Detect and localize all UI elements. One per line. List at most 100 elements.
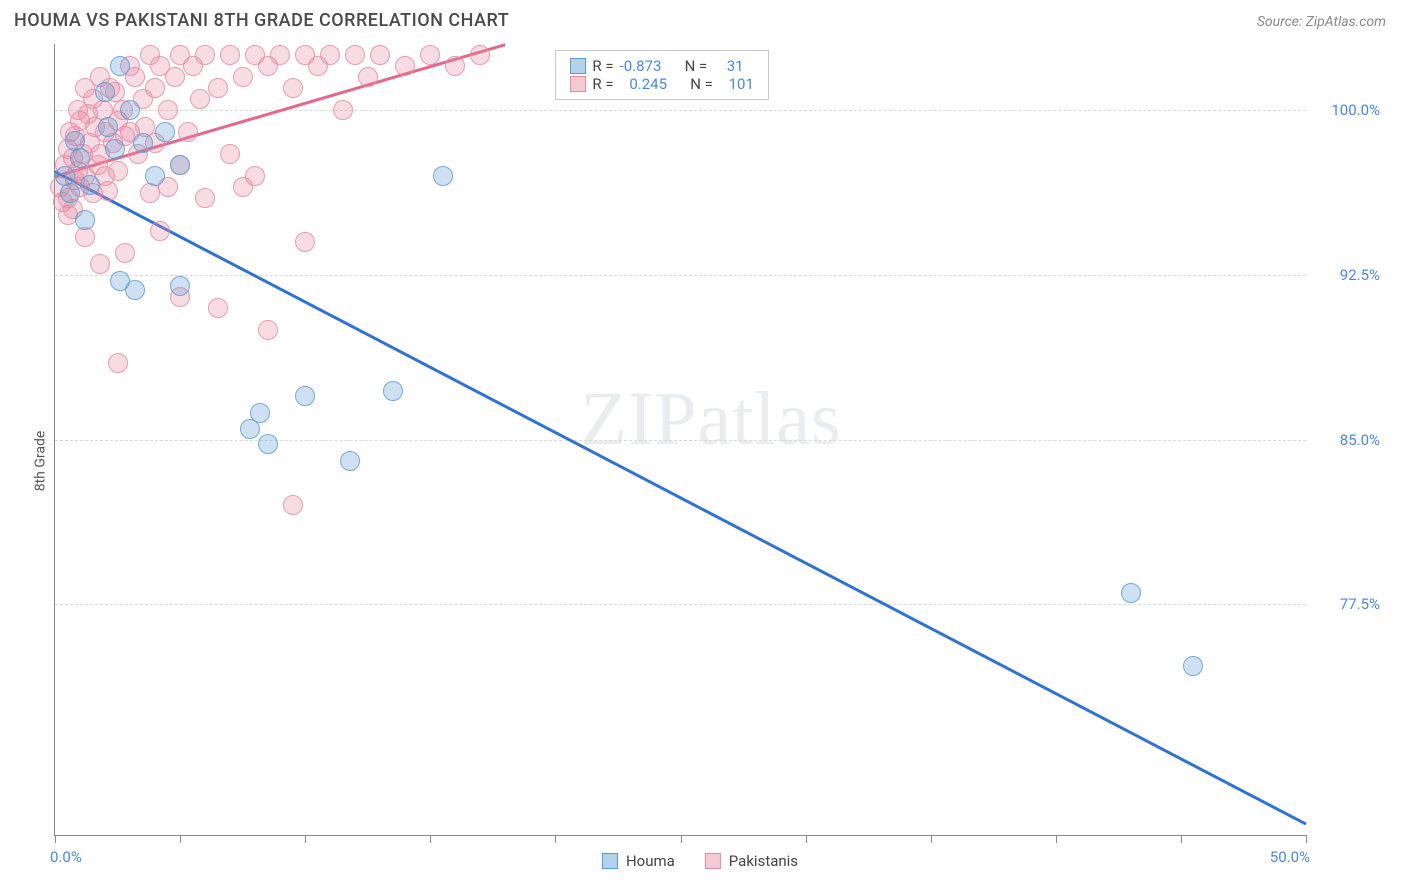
x-tick bbox=[1306, 835, 1307, 843]
data-point bbox=[75, 227, 95, 247]
stats-legend: R = -0.873 N = 31 R = 0.245 N = 101 bbox=[555, 50, 768, 100]
data-point bbox=[108, 161, 128, 181]
data-point bbox=[233, 67, 253, 87]
data-point bbox=[145, 78, 165, 98]
data-point bbox=[358, 67, 378, 87]
data-point bbox=[165, 67, 185, 87]
data-point bbox=[110, 56, 130, 76]
chart-container: 8th Grade ZIPatlas R = -0.873 N = 31 R =… bbox=[14, 44, 1386, 878]
data-point bbox=[220, 45, 240, 65]
n-label: N = bbox=[690, 75, 713, 93]
data-point bbox=[283, 495, 303, 515]
x-tick bbox=[305, 835, 306, 843]
x-tick bbox=[1181, 835, 1182, 843]
y-tick-label: 92.5% bbox=[1312, 266, 1380, 284]
x-tick bbox=[931, 835, 932, 843]
houma-n-value: 31 bbox=[727, 57, 744, 75]
data-point bbox=[383, 381, 403, 401]
x-tick-max: 50.0% bbox=[1270, 848, 1310, 866]
data-point bbox=[150, 221, 170, 241]
stats-row-pakistanis: R = 0.245 N = 101 bbox=[570, 75, 753, 93]
swatch-houma-icon bbox=[602, 853, 618, 869]
data-point bbox=[115, 243, 135, 263]
gridline bbox=[55, 275, 1306, 276]
data-point bbox=[158, 100, 178, 120]
data-point bbox=[445, 56, 465, 76]
pakistanis-n-value: 101 bbox=[729, 75, 754, 93]
pakistanis-r-value: 0.245 bbox=[629, 75, 667, 93]
legend-label-pakistanis: Pakistanis bbox=[729, 852, 798, 870]
data-point bbox=[98, 117, 118, 137]
y-tick-label: 77.5% bbox=[1312, 595, 1380, 613]
data-point bbox=[258, 434, 278, 454]
data-point bbox=[1183, 656, 1203, 676]
data-point bbox=[433, 166, 453, 186]
data-point bbox=[80, 175, 100, 195]
legend-item-houma: Houma bbox=[602, 852, 675, 870]
r-label: R = bbox=[592, 57, 613, 75]
stats-row-houma: R = -0.873 N = 31 bbox=[570, 57, 753, 75]
data-point bbox=[195, 45, 215, 65]
data-point bbox=[340, 451, 360, 471]
y-tick-label: 100.0% bbox=[1312, 101, 1380, 119]
swatch-pakistanis-icon bbox=[705, 853, 721, 869]
data-point bbox=[320, 45, 340, 65]
swatch-houma-icon bbox=[570, 58, 586, 74]
r-label: R = bbox=[592, 75, 613, 93]
data-point bbox=[140, 183, 160, 203]
data-point bbox=[295, 386, 315, 406]
trend-line-blue bbox=[54, 170, 1306, 825]
y-tick-label: 85.0% bbox=[1312, 431, 1380, 449]
data-point bbox=[295, 232, 315, 252]
x-tick bbox=[180, 835, 181, 843]
data-point bbox=[245, 166, 265, 186]
data-point bbox=[270, 45, 290, 65]
x-tick bbox=[681, 835, 682, 843]
x-tick bbox=[55, 835, 56, 843]
x-tick bbox=[806, 835, 807, 843]
data-point bbox=[133, 133, 153, 153]
data-point bbox=[220, 144, 240, 164]
x-tick bbox=[1056, 835, 1057, 843]
x-tick bbox=[430, 835, 431, 843]
data-point bbox=[75, 210, 95, 230]
legend-item-pakistanis: Pakistanis bbox=[705, 852, 798, 870]
swatch-pakistanis-icon bbox=[570, 76, 586, 92]
data-point bbox=[195, 188, 215, 208]
data-point bbox=[208, 298, 228, 318]
houma-r-value: -0.873 bbox=[620, 57, 662, 75]
data-point bbox=[120, 100, 140, 120]
data-point bbox=[250, 403, 270, 423]
data-point bbox=[345, 45, 365, 65]
data-point bbox=[190, 89, 210, 109]
legend-label-houma: Houma bbox=[626, 852, 675, 870]
watermark: ZIPatlas bbox=[580, 376, 841, 463]
legend: Houma Pakistanis bbox=[602, 852, 798, 870]
gridline bbox=[55, 440, 1306, 441]
data-point bbox=[170, 155, 190, 175]
data-point bbox=[90, 254, 110, 274]
data-point bbox=[125, 280, 145, 300]
data-point bbox=[178, 122, 198, 142]
x-tick-min: 0.0% bbox=[50, 848, 82, 866]
data-point bbox=[208, 78, 228, 98]
data-point bbox=[108, 353, 128, 373]
data-point bbox=[145, 166, 165, 186]
x-tick bbox=[555, 835, 556, 843]
data-point bbox=[155, 122, 175, 142]
chart-title: HOUMA VS PAKISTANI 8TH GRADE CORRELATION… bbox=[14, 10, 509, 31]
n-label: N = bbox=[685, 57, 708, 75]
plot-area: ZIPatlas R = -0.873 N = 31 R = 0.245 N = bbox=[54, 44, 1306, 836]
data-point bbox=[283, 78, 303, 98]
data-point bbox=[1121, 583, 1141, 603]
y-axis-label: 8th Grade bbox=[32, 431, 48, 492]
data-point bbox=[333, 100, 353, 120]
data-point bbox=[470, 45, 490, 65]
data-point bbox=[170, 276, 190, 296]
data-point bbox=[370, 45, 390, 65]
source-label: Source: ZipAtlas.com bbox=[1257, 14, 1386, 30]
gridline bbox=[55, 110, 1306, 111]
data-point bbox=[98, 181, 118, 201]
data-point bbox=[258, 320, 278, 340]
gridline bbox=[55, 604, 1306, 605]
